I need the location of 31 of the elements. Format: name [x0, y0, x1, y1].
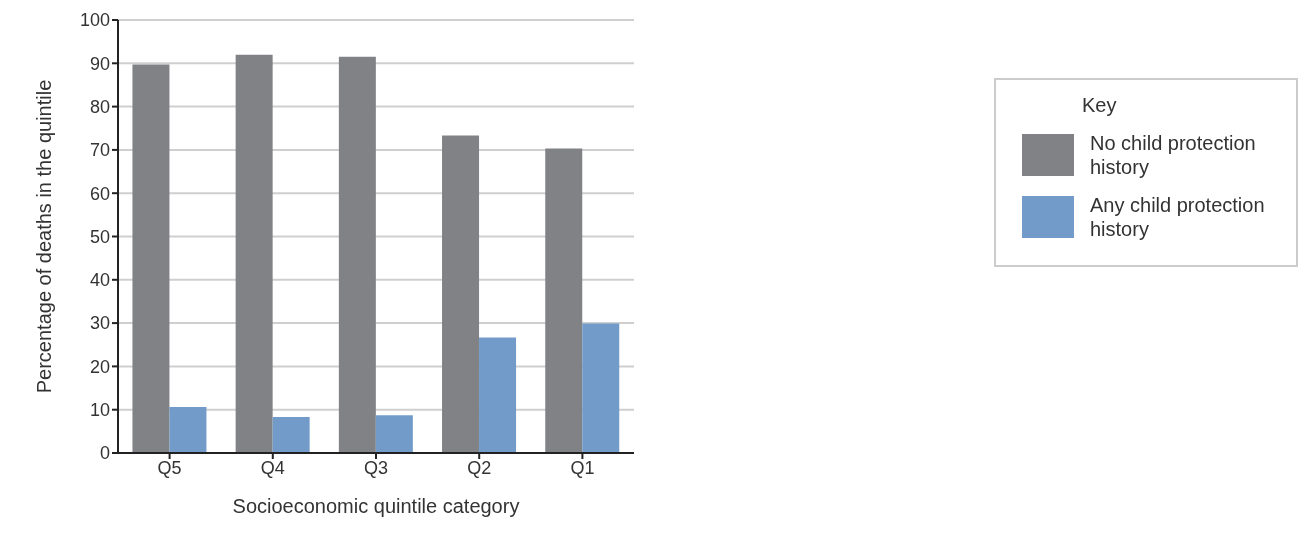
x-tick-label: Q4 — [260, 457, 285, 478]
y-tick-label: 90 — [89, 53, 110, 74]
y-tick-label: 70 — [89, 140, 110, 161]
legend-label: Any child protection history — [1090, 193, 1266, 241]
y-tick-label: 100 — [79, 10, 110, 31]
bar — [545, 148, 583, 453]
x-tick-label: Q3 — [363, 457, 389, 478]
y-tick-label: 0 — [99, 443, 110, 464]
y-tick-label: 80 — [89, 96, 110, 117]
y-tick-label: 40 — [89, 270, 110, 291]
y-tick-label: 50 — [89, 226, 110, 247]
y-tick-label: 20 — [89, 356, 110, 377]
bar — [169, 407, 207, 453]
bar — [582, 323, 620, 453]
bar — [479, 337, 517, 453]
y-axis-title: Percentage of deaths in the quintile — [33, 79, 56, 394]
bar — [375, 415, 413, 453]
bar — [338, 56, 376, 453]
bar — [132, 64, 170, 453]
y-tick-label: 10 — [89, 400, 110, 421]
x-tick-label: Q5 — [157, 457, 182, 478]
x-tick-label: Q2 — [467, 457, 492, 478]
y-tick-label: 60 — [89, 183, 110, 204]
x-axis-title: Socioeconomic quintile category — [232, 495, 520, 517]
bar — [272, 417, 310, 453]
x-tick-label: Q1 — [570, 457, 595, 478]
bar — [235, 54, 273, 453]
legend-title: Key — [1082, 94, 1118, 117]
y-tick-label: 30 — [89, 313, 110, 334]
legend-label: No child protection history — [1090, 131, 1257, 179]
bar — [442, 135, 480, 453]
